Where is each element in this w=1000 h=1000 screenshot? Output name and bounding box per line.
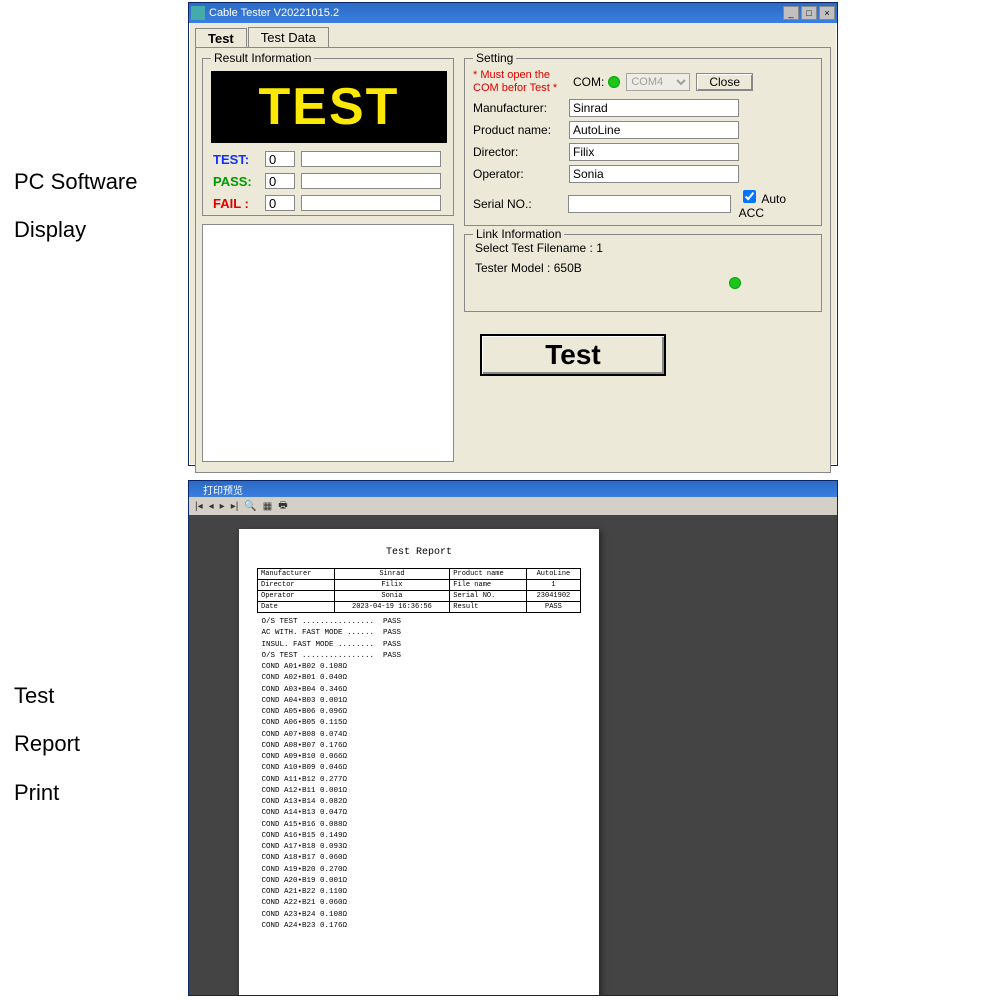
report-line: COND A02•B01 0.040Ω [257,673,581,684]
next-page-icon[interactable]: ▸ [220,501,225,512]
close-window-button[interactable]: × [819,6,835,20]
com-status-led [608,76,620,88]
preview-titlebar[interactable]: 打印预览 [189,481,837,497]
report-line: COND A06•B05 0.115Ω [257,718,581,729]
test-count-label: TEST: [213,152,265,167]
report-line: COND A12•B11 0.001Ω [257,786,581,797]
report-line: COND A08•B07 0.176Ω [257,741,581,752]
preview-toolbar: |◂ ◂ ▸ ▸| 🔍 ▦ 🖶 [189,497,837,515]
first-page-icon[interactable]: |◂ [195,501,203,512]
auto-acc-checkbox[interactable]: Auto ACC [739,187,813,220]
app-icon [191,6,205,20]
pass-count-value: 0 [265,173,295,189]
fail-count-label: FAIL : [213,196,265,211]
caption-top: PC SoftwareDisplay [14,158,138,255]
minimize-button[interactable]: _ [783,6,799,20]
maximize-button[interactable]: □ [801,6,817,20]
report-line: COND A01•B02 0.108Ω [257,662,581,673]
pass-count-label: PASS: [213,174,265,189]
report-page: Test Report ManufacturerSinrad Product n… [239,529,599,995]
operator-label: Operator: [473,167,569,181]
result-information-group: Result Information TEST TEST: 0 PASS: 0 … [202,58,454,216]
prev-page-icon[interactable]: ◂ [209,501,214,512]
report-line: COND A21•B22 0.110Ω [257,887,581,898]
print-preview-window: 打印预览 |◂ ◂ ▸ ▸| 🔍 ▦ 🖶 Test Report Manufac… [188,480,838,996]
fail-count-value: 0 [265,195,295,211]
report-line: COND A20•B19 0.001Ω [257,876,581,887]
report-line: COND A11•B12 0.277Ω [257,775,581,786]
director-label: Director: [473,145,569,159]
log-textarea[interactable] [202,224,454,462]
test-button[interactable]: Test [480,334,666,376]
report-line: COND A23•B24 0.108Ω [257,910,581,921]
print-icon[interactable]: 🖶 [278,498,287,515]
product-name-input[interactable] [569,121,739,139]
report-line: COND A04•B03 0.001Ω [257,696,581,707]
result-group-title: Result Information [211,51,314,65]
report-line: COND A24•B23 0.176Ω [257,921,581,932]
report-line: COND A03•B04 0.346Ω [257,685,581,696]
caption-bottom: TestReportPrint [14,672,80,817]
product-name-label: Product name: [473,123,569,137]
tester-model-value: 650B [554,261,582,275]
report-line: COND A17•B18 0.093Ω [257,842,581,853]
report-line: COND A22•B21 0.060Ω [257,898,581,909]
director-input[interactable] [569,143,739,161]
window-title: Cable Tester V20221015.2 [209,7,339,19]
com-warning: * Must open the COM befor Test * [473,69,569,95]
report-header-table: ManufacturerSinrad Product nameAutoLine … [257,568,581,613]
fail-bar [301,195,441,211]
close-com-button[interactable]: Close [696,73,753,91]
preview-window-title: 打印预览 [203,482,243,497]
result-display: TEST [211,71,447,143]
report-body: O/S TEST ................ PASS AC WITH. … [257,617,581,932]
report-line: COND A13•B14 0.082Ω [257,797,581,808]
com-label: COM: [573,75,604,89]
fit-page-icon[interactable]: ▦ [263,501,272,512]
tab-test[interactable]: Test [195,28,247,48]
preview-app-icon [193,484,203,494]
report-line: O/S TEST ................ PASS [257,651,581,662]
titlebar[interactable]: Cable Tester V20221015.2 _ □ × [189,3,837,23]
test-count-value: 0 [265,151,295,167]
link-information-group: Link Information Select Test Filename : … [464,234,822,312]
cable-tester-window: Cable Tester V20221015.2 _ □ × Test Test… [188,2,838,466]
serial-no-input[interactable] [568,195,731,213]
tab-test-data[interactable]: Test Data [248,27,329,47]
report-title: Test Report [257,547,581,558]
filename-value: 1 [596,241,603,255]
com-port-select[interactable]: COM4 [626,73,690,91]
report-line: COND A14•B13 0.047Ω [257,808,581,819]
pass-bar [301,173,441,189]
tester-model-label: Tester Model : [475,261,550,275]
report-line: COND A19•B20 0.270Ω [257,865,581,876]
preview-area[interactable]: Test Report ManufacturerSinrad Product n… [189,515,837,995]
link-status-led [729,277,741,289]
report-line: COND A15•B16 0.088Ω [257,820,581,831]
setting-group: Setting * Must open the COM befor Test *… [464,58,822,226]
report-line: COND A18•B17 0.060Ω [257,853,581,864]
zoom-icon[interactable]: 🔍 [244,501,256,512]
report-line: INSUL. FAST MODE ........ PASS [257,640,581,651]
operator-input[interactable] [569,165,739,183]
manufacturer-label: Manufacturer: [473,101,569,115]
last-page-icon[interactable]: ▸| [231,501,239,512]
filename-label: Select Test Filename : [475,241,593,255]
test-bar [301,151,441,167]
serial-no-label: Serial NO.: [473,197,568,211]
report-line: COND A16•B15 0.149Ω [257,831,581,842]
report-line: COND A05•B06 0.096Ω [257,707,581,718]
manufacturer-input[interactable] [569,99,739,117]
link-group-title: Link Information [473,227,564,241]
report-line: COND A10•B09 0.046Ω [257,763,581,774]
report-line: O/S TEST ................ PASS [257,617,581,628]
auto-acc-check[interactable] [743,190,756,203]
report-line: AC WITH. FAST MODE ...... PASS [257,628,581,639]
setting-group-title: Setting [473,51,516,65]
report-line: COND A09•B10 0.066Ω [257,752,581,763]
report-line: COND A07•B08 0.074Ω [257,730,581,741]
